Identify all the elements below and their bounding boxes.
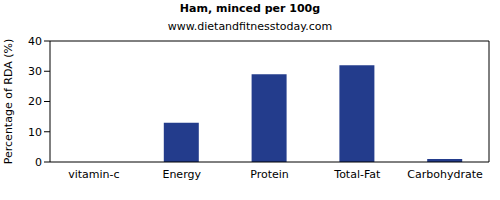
svg-text:30: 30 xyxy=(28,65,42,78)
svg-text:Carbohydrate: Carbohydrate xyxy=(407,168,483,181)
svg-text:Total-Fat: Total-Fat xyxy=(333,168,381,181)
svg-text:20: 20 xyxy=(28,95,42,108)
svg-text:vitamin-c: vitamin-c xyxy=(68,168,119,181)
svg-text:40: 40 xyxy=(28,35,42,48)
html-text:www.dietandfitnesstoday.com: www.dietandfitnesstoday.com xyxy=(167,20,333,33)
svg-text:Percentage of RDA (%): Percentage of RDA (%) xyxy=(8,39,15,164)
html-text:Ham, minced per 100g: Ham, minced per 100g xyxy=(179,2,321,15)
svg-text:0: 0 xyxy=(35,156,42,169)
svg-text:Protein: Protein xyxy=(250,168,289,181)
svg-text:Energy: Energy xyxy=(162,168,201,181)
svg-text:10: 10 xyxy=(28,126,42,139)
